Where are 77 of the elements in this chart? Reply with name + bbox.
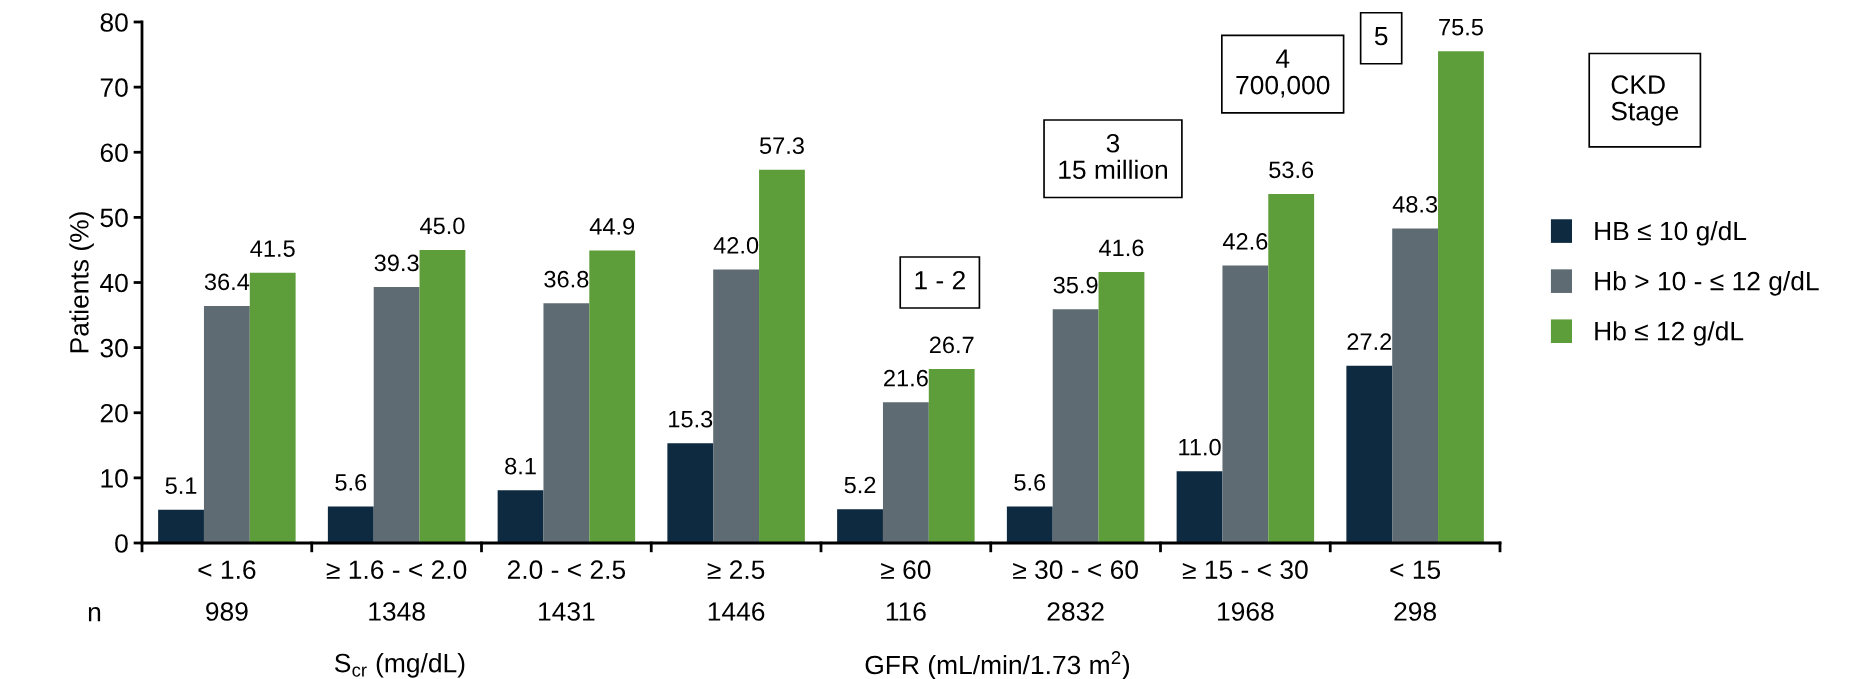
data-label: 42.0	[713, 236, 759, 254]
bar	[1268, 193, 1315, 543]
bar	[497, 490, 544, 543]
text: S$_{cr}$ (mg/dL)	[334, 653, 465, 678]
x-tick-label: < 1.6 989	[198, 560, 256, 621]
data-label: 45.0	[420, 217, 465, 235]
data-label: 35.9	[1053, 276, 1098, 294]
data-label: 42.6	[1222, 233, 1268, 250]
data-label: 5.6	[1014, 474, 1046, 491]
text: CKD Stage	[1611, 75, 1679, 126]
bar	[837, 509, 883, 543]
x-tick-label: ≥ 30 - < 60 2832	[1013, 560, 1138, 621]
text: n	[88, 607, 101, 622]
y-tick-label: 10	[101, 469, 128, 488]
annotation: 4 700,000	[1236, 49, 1330, 98]
data-label: 5.1	[165, 477, 197, 495]
data-label: 5.2	[844, 476, 876, 494]
data-label: 36.4	[204, 273, 250, 291]
y-tick-label: 20	[100, 403, 128, 423]
bar	[249, 272, 296, 543]
bar	[1006, 506, 1053, 543]
bar	[419, 249, 466, 543]
data-label: 53.6	[1269, 161, 1314, 179]
bar	[882, 402, 929, 543]
y-axis-title: Patients (%)	[69, 212, 94, 353]
y-tick-label: 80	[100, 13, 128, 32]
bar	[1098, 272, 1145, 543]
bar	[928, 369, 975, 543]
data-label: 5.6	[335, 474, 367, 491]
x-tick-label: ≥ 2.5 1446	[707, 560, 765, 621]
bar	[203, 305, 250, 543]
y-tick-label: 50	[100, 208, 128, 228]
bar	[713, 269, 760, 543]
text: GFR (mL/min/1.73 m$^{2}$)	[865, 651, 1130, 679]
bar	[1052, 309, 1099, 543]
bar	[1346, 365, 1393, 543]
data-label: 21.6	[884, 369, 928, 387]
data-label: 15.3	[669, 410, 713, 428]
data-label: 26.7	[929, 336, 974, 354]
x-tick-label: ≥ 15 - < 30 1968	[1182, 560, 1308, 621]
data-label: 44.9	[589, 218, 635, 235]
x-tick-label: ≥ 60 116	[881, 560, 931, 621]
x-tick-label: < 15 298	[1390, 560, 1441, 621]
data-label: 39.3	[374, 254, 419, 272]
data-label: 75.5	[1439, 19, 1483, 36]
y-tick-label: 60	[100, 143, 128, 163]
bar	[1222, 265, 1269, 543]
x-tick-label: ≥ 1.6 - < 2.0 1348	[326, 560, 467, 621]
bar	[158, 509, 204, 543]
bar	[373, 287, 420, 543]
y-tick-label: 0	[115, 534, 128, 553]
x-tick-label: 2.0 - < 2.5 1431	[507, 560, 626, 621]
y-tick-label: 30	[100, 338, 128, 358]
bar	[667, 443, 714, 543]
y-tick-label: 70	[100, 78, 128, 97]
annotation: 3 15 million	[1059, 133, 1167, 180]
bar	[1438, 51, 1484, 543]
legend-label: Hb > 10 - ≤ 12 g/dL	[1595, 271, 1819, 296]
bar	[1176, 471, 1223, 543]
bar	[327, 506, 374, 543]
bar	[759, 169, 805, 543]
bar	[1392, 228, 1439, 543]
annotation: 5	[1374, 26, 1388, 46]
legend-label: Hb ≤ 12 g/dL	[1595, 321, 1744, 346]
data-label: 48.3	[1392, 195, 1438, 213]
legend-label: HB ≤ 10 g/dL	[1595, 220, 1747, 246]
annotation: 1 - 2	[915, 270, 965, 290]
data-label: 57.3	[759, 137, 804, 155]
data-label: 11.0	[1179, 438, 1221, 456]
y-tick-label: 40	[100, 273, 128, 293]
data-label: 36.8	[544, 270, 589, 288]
bar	[589, 250, 636, 543]
data-label: 41.5	[250, 240, 295, 257]
data-label: 8.1	[505, 457, 536, 475]
data-label: 41.6	[1099, 239, 1144, 257]
data-label: 27.2	[1347, 333, 1392, 350]
bar	[543, 303, 590, 543]
